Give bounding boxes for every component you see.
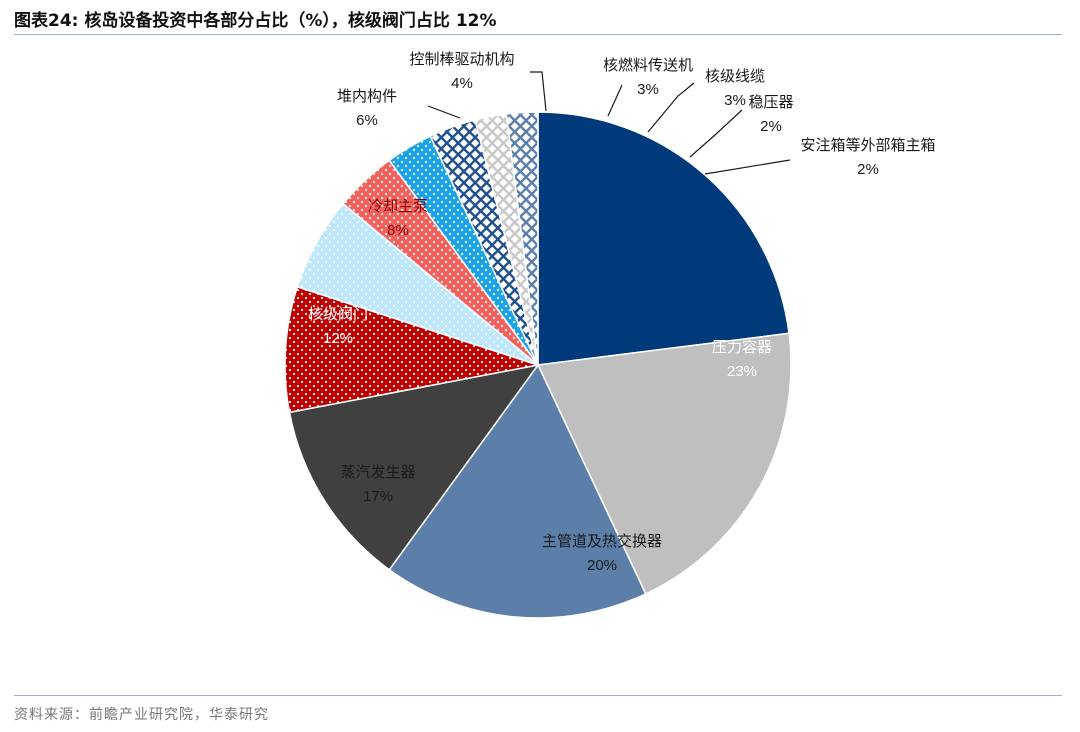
slice-label-nuclear-valve: 核级阀门 bbox=[308, 305, 368, 323]
slice-label-safety-injection-tank: 安注箱等外部箱主箱 bbox=[800, 136, 935, 154]
slice-value-nuclear-cable: 3% bbox=[724, 92, 746, 109]
slice-value-coolant-main-pump: 8% bbox=[387, 222, 409, 239]
pie-slice-main-pipe-heat-exchanger bbox=[536, 332, 792, 595]
slice-label-pressure-vessel: 压力容器 bbox=[712, 338, 772, 356]
slice-value-steam-generator: 17% bbox=[363, 488, 393, 505]
slice-label-pressurizer: 稳压器 bbox=[748, 93, 793, 111]
slice-value-pressurizer: 2% bbox=[760, 118, 782, 135]
leader-line-fuel-handling-machine bbox=[607, 84, 623, 117]
slice-value-pressure-vessel: 23% bbox=[727, 363, 757, 380]
slice-label-steam-generator: 蒸汽发生器 bbox=[340, 463, 415, 481]
slice-label-control-rod-drive: 控制棒驱动机构 bbox=[409, 50, 514, 68]
slice-value-fuel-handling-machine: 3% bbox=[637, 81, 659, 98]
slice-value-main-pipe-heat-exchanger: 20% bbox=[587, 557, 617, 574]
footer-divider bbox=[14, 695, 1062, 696]
pie-slice-pressure-vessel bbox=[537, 111, 790, 366]
slice-label-main-pipe-heat-exchanger: 主管道及热交换器 bbox=[542, 532, 662, 550]
leader-line-reactor-internals bbox=[427, 105, 461, 119]
pie-slice-safety-injection-tank bbox=[505, 111, 539, 366]
slice-value-reactor-internals: 6% bbox=[356, 112, 378, 129]
figure-title: 图表24: 核岛设备投资中各部分占比（%），核级阀门占比 12% bbox=[14, 11, 497, 31]
slice-label-reactor-internals: 堆内构件 bbox=[337, 87, 397, 105]
source-note: 资料来源：前瞻产业研究院，华泰研究 bbox=[14, 707, 269, 723]
slice-value-control-rod-drive: 4% bbox=[451, 75, 473, 92]
slice-value-nuclear-valve: 12% bbox=[323, 330, 353, 347]
leader-line-nuclear-cable bbox=[647, 82, 695, 133]
pie-slice-steam-generator bbox=[388, 363, 647, 619]
slice-label-coolant-main-pump: 冷却主泵 bbox=[368, 197, 428, 215]
leader-line-safety-injection-tank bbox=[704, 159, 791, 175]
pie-slice-coolant-main-pump bbox=[284, 285, 539, 414]
pie-slice-nuclear-valve bbox=[288, 363, 540, 571]
slice-label-nuclear-cable: 核级线缆 bbox=[705, 67, 765, 85]
slice-label-fuel-handling-machine: 核燃料传送机 bbox=[603, 56, 693, 74]
leader-line-control-rod-drive bbox=[530, 71, 547, 112]
leader-line-pressurizer bbox=[689, 109, 743, 158]
header-divider bbox=[14, 34, 1062, 35]
slice-value-safety-injection-tank: 2% bbox=[857, 161, 879, 178]
